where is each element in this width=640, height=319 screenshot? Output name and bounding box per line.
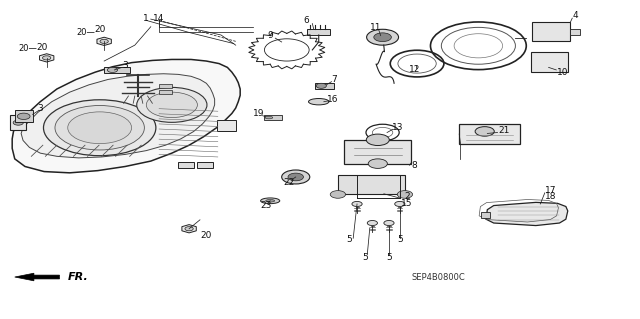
Circle shape: [352, 201, 362, 206]
Text: 14: 14: [154, 14, 164, 23]
Polygon shape: [97, 37, 111, 46]
Circle shape: [282, 170, 310, 184]
Text: 10: 10: [557, 68, 568, 77]
Text: 6: 6: [303, 16, 309, 25]
Circle shape: [475, 127, 494, 136]
Text: 3: 3: [37, 104, 43, 113]
Circle shape: [395, 201, 405, 206]
Bar: [531, 52, 568, 72]
Bar: [197, 162, 213, 168]
Text: 16: 16: [327, 95, 339, 104]
Text: 22: 22: [284, 178, 295, 187]
Ellipse shape: [265, 116, 273, 119]
Bar: [104, 67, 130, 73]
Text: 13: 13: [392, 122, 404, 132]
Text: 23: 23: [260, 201, 271, 210]
Circle shape: [397, 191, 413, 198]
Bar: [460, 124, 520, 144]
Text: 4: 4: [573, 11, 579, 20]
Circle shape: [316, 83, 326, 88]
Polygon shape: [486, 202, 568, 226]
Circle shape: [55, 106, 145, 150]
Text: 20: 20: [36, 43, 48, 52]
Text: 1: 1: [143, 14, 149, 23]
Text: 8: 8: [412, 161, 417, 170]
Bar: [344, 140, 412, 164]
Circle shape: [42, 56, 51, 60]
Bar: [159, 90, 172, 94]
Circle shape: [185, 227, 193, 231]
Polygon shape: [21, 74, 214, 158]
Polygon shape: [15, 273, 60, 281]
Text: 19: 19: [253, 109, 264, 118]
Circle shape: [13, 120, 24, 125]
Bar: [216, 120, 236, 131]
Ellipse shape: [260, 198, 280, 204]
Text: 5: 5: [386, 253, 392, 262]
Bar: [338, 175, 405, 195]
Bar: [532, 22, 570, 41]
Text: 9: 9: [268, 31, 273, 40]
Text: 11: 11: [371, 23, 382, 32]
Text: 5: 5: [397, 235, 403, 244]
Circle shape: [137, 87, 207, 122]
Text: 18: 18: [545, 192, 557, 202]
Text: FR.: FR.: [68, 272, 88, 282]
Circle shape: [108, 67, 118, 72]
Circle shape: [384, 220, 394, 226]
Text: 20—: 20—: [76, 28, 95, 37]
Ellipse shape: [308, 99, 329, 105]
Circle shape: [367, 29, 399, 45]
Text: 20—: 20—: [19, 44, 38, 54]
Circle shape: [367, 220, 378, 226]
Circle shape: [17, 113, 30, 120]
Circle shape: [368, 159, 387, 168]
Circle shape: [68, 112, 132, 144]
Text: 20: 20: [94, 26, 106, 34]
Text: 17: 17: [545, 186, 557, 195]
Circle shape: [288, 173, 303, 181]
Bar: [481, 212, 490, 218]
Text: 5: 5: [362, 253, 367, 262]
Bar: [307, 29, 330, 35]
Polygon shape: [12, 59, 240, 173]
Bar: [15, 110, 33, 122]
Polygon shape: [40, 54, 54, 62]
Bar: [570, 29, 580, 35]
Bar: [159, 84, 172, 88]
Text: 20: 20: [200, 231, 212, 240]
Circle shape: [100, 39, 108, 43]
Text: 2: 2: [404, 192, 410, 202]
Circle shape: [374, 33, 392, 41]
Bar: [178, 162, 194, 168]
Ellipse shape: [266, 199, 275, 202]
Polygon shape: [182, 225, 196, 233]
Text: 7: 7: [331, 75, 337, 84]
Text: 3: 3: [122, 61, 128, 70]
Bar: [10, 115, 26, 130]
Text: 5: 5: [346, 235, 351, 244]
Circle shape: [44, 100, 156, 156]
Text: 21: 21: [498, 126, 509, 135]
Bar: [264, 115, 282, 120]
Circle shape: [330, 191, 346, 198]
Bar: [315, 83, 334, 89]
Circle shape: [366, 134, 389, 145]
Text: 12: 12: [409, 65, 420, 74]
Text: SEP4B0800C: SEP4B0800C: [412, 272, 465, 281]
Circle shape: [147, 92, 197, 118]
Text: 15: 15: [401, 199, 413, 208]
